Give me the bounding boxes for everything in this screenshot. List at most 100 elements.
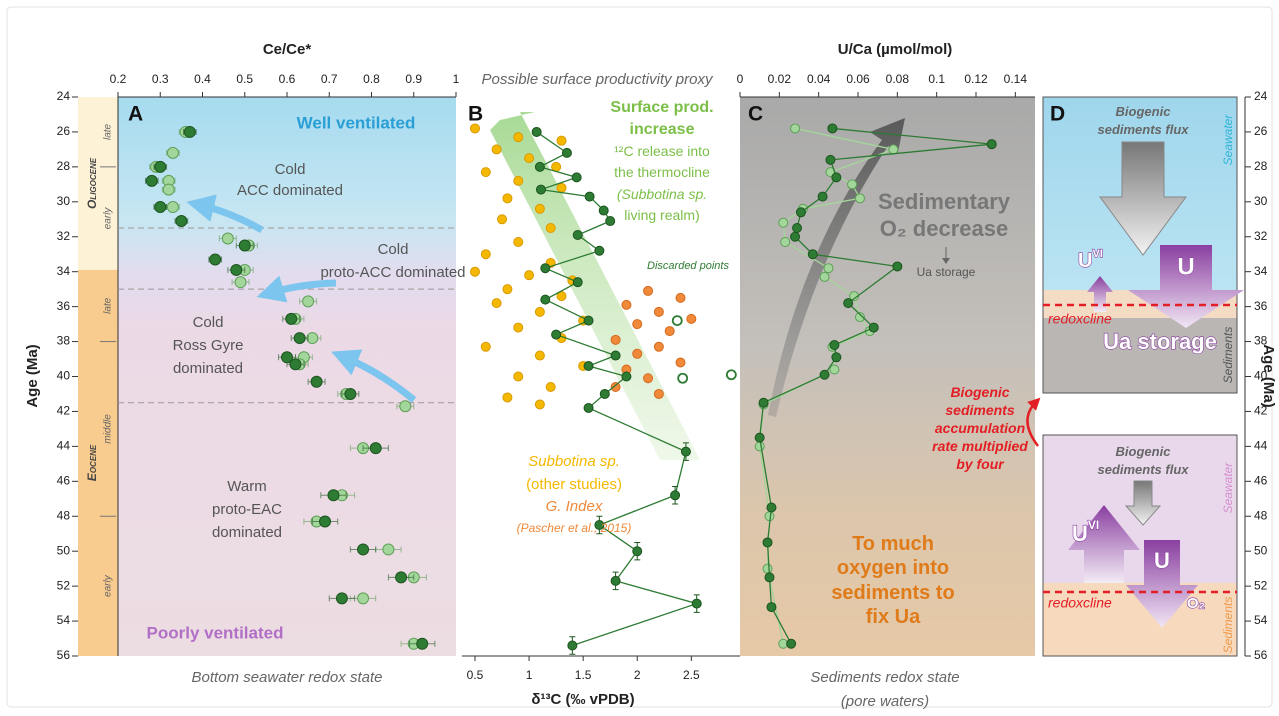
y2-tick-label: 30 [1254, 194, 1268, 208]
data-point [524, 270, 535, 281]
data-point [829, 364, 840, 375]
x-axis-title: Ce/Ce* [263, 41, 312, 58]
footer: Sediments redox state [810, 669, 959, 686]
data-point [823, 263, 834, 274]
y2-tick-label: 40 [1254, 369, 1268, 383]
data-point [584, 191, 595, 202]
data-point [675, 357, 686, 368]
proxy-caption: Possible surface productivity proxy [482, 71, 714, 88]
data-point [497, 214, 508, 225]
sediment-storage [1043, 318, 1237, 393]
y-tick-label: 26 [57, 124, 71, 138]
data-point [594, 245, 605, 256]
data-point [513, 175, 524, 186]
data-point [319, 515, 332, 528]
y-tick-label: 50 [57, 543, 71, 557]
flux-arrow [1099, 141, 1187, 256]
data-point [807, 249, 818, 260]
annotation-line: Surface prod. [610, 99, 713, 116]
data-point [357, 592, 370, 605]
data-point [605, 216, 616, 227]
data-point [610, 350, 621, 361]
panel-letter: D [1050, 103, 1065, 126]
y2-tick-label: 24 [1254, 89, 1268, 103]
footer: Bottom seawater redox state [192, 669, 383, 686]
data-point [786, 638, 797, 649]
data-point [513, 322, 524, 333]
annotation-line: O₂ decrease [880, 216, 1008, 241]
data-point [209, 253, 222, 266]
annotation-line: (other studies) [526, 476, 622, 493]
data-point [238, 239, 251, 252]
data-point [502, 284, 513, 295]
annotation-line: Cold [193, 314, 224, 331]
annotation-line: increase [630, 121, 695, 138]
data-point [843, 298, 854, 309]
data-point [145, 174, 158, 187]
data-point [675, 292, 686, 303]
x-tick-label: 0.02 [768, 72, 792, 86]
data-point [766, 502, 777, 513]
storage-label: Ua storage [1103, 329, 1217, 354]
y-tick-label: 54 [57, 613, 71, 627]
annotation-line: Sedimentary [878, 189, 1011, 214]
data-point [502, 193, 513, 204]
annotation: Warm proto-EAC dominated [212, 478, 282, 541]
stage-label: early [103, 207, 114, 230]
data-point [293, 332, 306, 345]
x-tick-label: 1.5 [575, 668, 592, 682]
stage-label: late [103, 123, 114, 140]
trend-arrow-b [490, 112, 700, 460]
data-point [531, 126, 542, 137]
data-point [691, 598, 702, 609]
data-point [567, 640, 578, 651]
flux-line: sediments flux [1097, 122, 1189, 137]
data-point [556, 182, 567, 193]
x-tick-label: 0.7 [321, 72, 338, 86]
data-point [831, 352, 842, 363]
x-tick-label: 0.12 [964, 72, 988, 86]
data-point [643, 285, 654, 296]
annotation: Discarded points [647, 260, 729, 272]
data-point [540, 294, 551, 305]
data-point [382, 543, 395, 556]
flux-line: sediments flux [1097, 462, 1189, 477]
data-point [653, 388, 664, 399]
y-tick-label: 44 [57, 439, 71, 453]
x-tick-label: 0.08 [886, 72, 910, 86]
data-point [480, 249, 491, 260]
data-point [221, 232, 234, 245]
y-tick-label: 48 [57, 508, 71, 522]
data-point [369, 442, 382, 455]
y-tick-label: 56 [57, 648, 71, 662]
annotation: Cold ACC dominated [237, 161, 343, 199]
x-tick-label: 0.2 [110, 72, 127, 86]
y2-tick-label: 38 [1254, 334, 1268, 348]
epoch-band [78, 97, 118, 270]
data-point [632, 546, 643, 557]
shift-arrow [256, 275, 337, 303]
y2-tick-label: 56 [1254, 648, 1268, 662]
stage-label: middle [103, 414, 114, 444]
species-sup: VI [1088, 518, 1099, 532]
box-bottom-border [1042, 434, 1238, 657]
x-axis-title: δ¹³C (‰ vPDB) [531, 691, 634, 708]
data-point [778, 217, 789, 228]
layer-label: Sediments [1221, 327, 1235, 384]
data-point [491, 298, 502, 309]
data-point [234, 276, 247, 289]
data-point [416, 637, 429, 650]
data-point [754, 432, 765, 443]
annotation: Cold Ross Gyre dominated [173, 314, 244, 377]
shift-arrow [186, 194, 264, 234]
annotation-line: Cold [275, 161, 306, 178]
data-point [725, 369, 737, 381]
data-point [819, 271, 830, 282]
x-tick-label: 0.6 [279, 72, 296, 86]
epoch-label: Oligocene [85, 157, 99, 209]
data-point [285, 312, 298, 325]
y-tick-label: 34 [57, 264, 71, 278]
data-point [344, 387, 357, 400]
data-point [817, 191, 828, 202]
transition-note: Biogenic sediments accumulation rate multip… [932, 384, 1028, 472]
